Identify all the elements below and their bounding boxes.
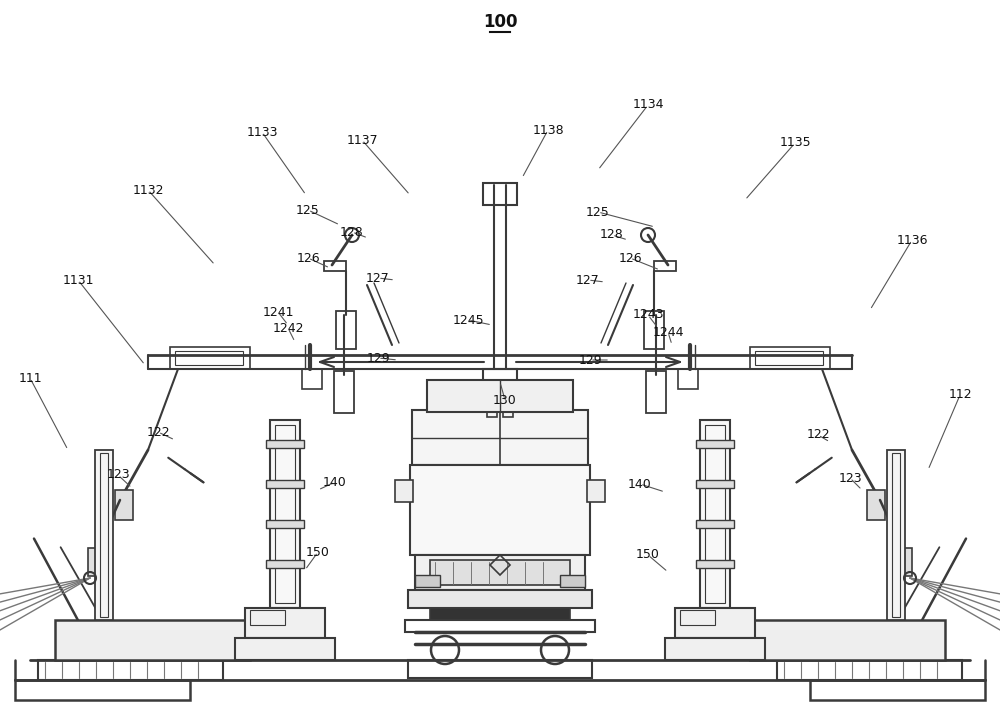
Text: 129: 129 [366, 352, 390, 365]
Bar [336, 311, 356, 349]
Bar [700, 420, 730, 608]
Text: 111: 111 [18, 372, 42, 385]
Bar [896, 548, 912, 576]
Bar [175, 351, 243, 365]
Bar [755, 351, 823, 365]
Bar [302, 369, 322, 389]
Bar [412, 410, 588, 465]
Text: 112: 112 [948, 388, 972, 401]
Bar [324, 261, 346, 271]
Bar [95, 450, 113, 620]
Bar [680, 610, 715, 625]
Text: 100: 100 [483, 13, 517, 31]
Bar [867, 490, 885, 520]
Text: 123: 123 [106, 469, 130, 482]
Bar [705, 425, 725, 603]
Bar [235, 638, 335, 660]
Bar [430, 560, 570, 585]
Bar [750, 620, 945, 660]
Bar [100, 453, 108, 617]
Bar [170, 347, 250, 369]
Bar [777, 660, 962, 680]
Text: 125: 125 [296, 203, 320, 216]
Bar [245, 608, 325, 638]
Bar [408, 660, 592, 678]
Bar [487, 395, 497, 417]
Text: 1132: 1132 [132, 183, 164, 196]
Text: 130: 130 [493, 393, 517, 406]
Bar [395, 480, 413, 502]
Bar [483, 369, 517, 391]
Bar [334, 371, 354, 413]
Text: 1243: 1243 [632, 308, 664, 321]
Text: 1242: 1242 [272, 321, 304, 334]
Bar [38, 660, 223, 680]
Bar [430, 608, 570, 620]
Text: 128: 128 [600, 229, 624, 242]
Text: 1135: 1135 [779, 137, 811, 150]
Bar [266, 560, 304, 568]
Text: 140: 140 [323, 475, 347, 488]
Bar [503, 395, 513, 417]
Bar [270, 420, 300, 608]
Text: 1137: 1137 [346, 134, 378, 147]
Bar [665, 638, 765, 660]
Bar [678, 369, 698, 389]
Bar [892, 453, 900, 617]
Text: 1131: 1131 [62, 273, 94, 286]
Text: 122: 122 [146, 426, 170, 439]
Bar [750, 347, 830, 369]
Text: 125: 125 [586, 206, 610, 219]
Bar [483, 183, 517, 205]
Text: 123: 123 [838, 472, 862, 485]
Bar [266, 480, 304, 488]
Text: 127: 127 [366, 272, 390, 285]
Text: 1133: 1133 [246, 126, 278, 139]
Text: 128: 128 [340, 226, 364, 239]
Text: 150: 150 [636, 549, 660, 562]
Bar [55, 620, 250, 660]
Text: 1138: 1138 [532, 124, 564, 137]
Bar [644, 311, 664, 349]
Text: 127: 127 [576, 273, 600, 286]
Text: 122: 122 [806, 429, 830, 441]
Bar [415, 555, 585, 590]
Bar [696, 560, 734, 568]
Bar [646, 371, 666, 413]
Bar [427, 380, 573, 412]
Text: 1244: 1244 [652, 326, 684, 339]
Bar [587, 480, 605, 502]
Bar [675, 608, 755, 638]
Bar [405, 620, 595, 632]
Bar [88, 548, 104, 576]
Text: 1136: 1136 [896, 234, 928, 247]
Bar [250, 610, 285, 625]
Text: 129: 129 [578, 354, 602, 367]
Bar [266, 520, 304, 528]
Text: 150: 150 [306, 546, 330, 559]
Bar [887, 450, 905, 620]
Text: 126: 126 [618, 252, 642, 265]
Bar [266, 440, 304, 448]
Bar [810, 680, 985, 700]
Bar [696, 520, 734, 528]
Text: 1245: 1245 [452, 313, 484, 326]
Text: 140: 140 [628, 477, 652, 490]
Bar [275, 425, 295, 603]
Bar [654, 261, 676, 271]
Bar [115, 490, 133, 520]
Bar [415, 575, 440, 587]
Bar [15, 680, 190, 700]
Text: 126: 126 [296, 252, 320, 265]
Bar [696, 440, 734, 448]
Text: 1134: 1134 [632, 99, 664, 111]
Bar [410, 465, 590, 555]
Bar [408, 590, 592, 608]
Text: 1241: 1241 [262, 306, 294, 319]
Bar [560, 575, 585, 587]
Bar [696, 480, 734, 488]
